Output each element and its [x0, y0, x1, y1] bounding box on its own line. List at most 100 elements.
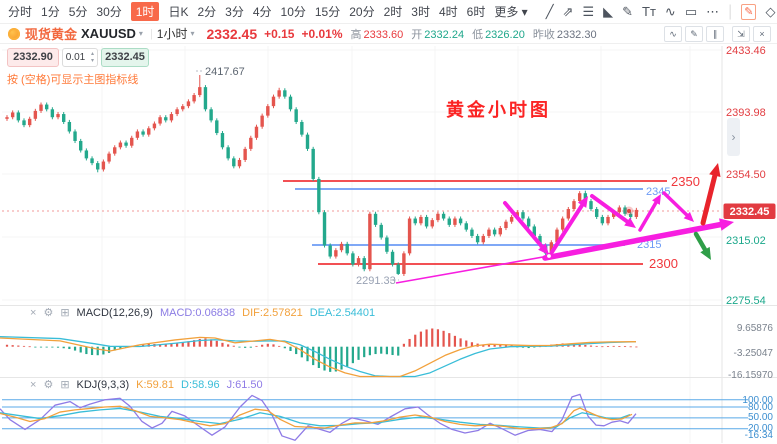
text-tool-icon[interactable]: Tт — [642, 3, 656, 19]
macd-settings-icon[interactable]: ⚙ — [43, 307, 54, 319]
svg-text:2300: 2300 — [649, 256, 678, 271]
macd-close-icon[interactable]: × — [30, 306, 37, 319]
svg-text:20.00: 20.00 — [748, 423, 773, 434]
timeframe-1时[interactable]: 1时 — [130, 2, 160, 21]
horizontal-lines-icon[interactable]: ☰ — [582, 3, 595, 19]
timeframe-2分[interactable]: 2分 — [197, 5, 217, 19]
stat-value: 2333.60 — [363, 28, 404, 41]
stat-key: 低 — [472, 28, 484, 41]
stat-key: 高 — [350, 28, 362, 41]
drawing-toolbar: ╱⇗☰◣✎Tт∿▭⋯|✎◇∪⊓◎▥ — [537, 3, 777, 21]
divider: | — [149, 27, 153, 40]
toolbar-divider: | — [728, 2, 733, 20]
line-chart-icon[interactable]: ∿ — [664, 26, 682, 42]
step-up-icon[interactable]: ▴ — [90, 50, 94, 57]
interval-select[interactable]: 1小时 — [156, 27, 188, 41]
timeframe-3分[interactable]: 3分 — [225, 5, 244, 19]
step-down-icon[interactable]: ▾ — [90, 57, 94, 64]
macd-header: × ⚙ ⊞ MACD(12,26,9) MACD:0.06838 DIF:2.5… — [30, 306, 382, 320]
symbol-caret-icon[interactable]: ▾ — [138, 29, 143, 38]
macd-expand-icon[interactable]: ⊞ — [60, 307, 70, 319]
timeframe-10分[interactable]: 10分 — [280, 5, 306, 19]
dif-value: DIF:2.57821 — [242, 306, 303, 319]
kdj-settings-icon[interactable]: ⚙ — [43, 379, 54, 391]
ohlc-stats: 高 2333.60 开 2332.24 低 2326.20 昨收 2332.30 — [343, 25, 597, 43]
brush-icon[interactable]: ✎ — [622, 3, 633, 19]
more-shapes-icon[interactable]: ⋯ — [706, 3, 720, 19]
wave-icon[interactable]: ∿ — [664, 3, 676, 19]
timeframe-6时[interactable]: 6时 — [466, 5, 486, 19]
macd-pane: 9.65876 -3.25047 -16.15970 — [0, 323, 773, 381]
trendline-icon[interactable]: ╱ — [545, 3, 554, 19]
timeframe-日K[interactable]: 日K — [168, 5, 189, 19]
price-change-pct: +0.01% — [301, 26, 343, 41]
candles — [5, 74, 639, 277]
price-axis: 2433.46 2393.98 2354.50 2315.02 2275.54 2332.… — [723, 45, 776, 307]
last-price-pulse — [624, 206, 634, 216]
kdj-close-icon[interactable]: × — [30, 378, 37, 391]
interval-caret-icon[interactable]: ▾ — [190, 29, 195, 38]
svg-text:2354.50: 2354.50 — [726, 169, 766, 181]
step-input[interactable]: 0.01 ▴ ▾ — [62, 48, 98, 67]
timeframe-更多[interactable]: 更多 ▾ — [494, 5, 528, 19]
eraser-icon[interactable]: ◇ — [765, 3, 776, 19]
kdj-expand-icon[interactable]: ⊞ — [60, 379, 70, 391]
stat-value: 2332.24 — [424, 28, 465, 41]
timeframe-5分[interactable]: 5分 — [68, 5, 88, 19]
last-price: 2332.45 — [206, 25, 258, 42]
svg-text:2332.45: 2332.45 — [730, 206, 770, 218]
timeframe-分时[interactable]: 分时 — [8, 5, 33, 19]
svg-text:2275.54: 2275.54 — [726, 295, 766, 307]
close-chart-icon[interactable]: × — [753, 26, 771, 42]
symbol-name[interactable]: 现货黄金 — [25, 27, 78, 42]
axis-collapse-handle[interactable]: › — [727, 118, 740, 156]
step-arrows[interactable]: ▴ ▾ — [88, 51, 97, 65]
timeframe-4时[interactable]: 4时 — [438, 5, 458, 19]
svg-text:2291.33: 2291.33 — [356, 275, 396, 287]
stat-value: 2326.20 — [485, 28, 525, 41]
macd-value: MACD:0.06838 — [159, 306, 236, 319]
rectangle-icon[interactable]: ▭ — [684, 3, 698, 19]
k-value: K:59.81 — [136, 378, 175, 391]
buy-price-box[interactable]: 2332.45 — [101, 48, 149, 67]
timeframe-list: 分时 1分 5分 30分 1时 日K 2分 3分 4分 10分 15分 20分 2时 3时 4时 6时 更多 ▾ — [8, 2, 537, 21]
svg-text:9.65876: 9.65876 — [737, 323, 774, 334]
chart-view-buttons: ∿ ✎ ∥ ⇲ × — [661, 26, 771, 42]
svg-text:2315.02: 2315.02 — [726, 235, 766, 247]
svg-text:-3.25047: -3.25047 — [734, 348, 774, 359]
symbol-code[interactable]: XAUUSD — [81, 26, 136, 41]
chart-area: 2350 2345 2315 2300 2417.67 2291.33 2433.46 239… — [0, 44, 777, 444]
swing-labels: 2417.67 2291.33 — [196, 66, 399, 287]
sell-price-box[interactable]: 2332.90 — [7, 48, 59, 67]
d-value: D:58.96 — [181, 378, 220, 391]
annotation-arrows — [395, 163, 734, 284]
arrow-line-icon[interactable]: ⇗ — [562, 3, 574, 19]
svg-text:2393.98: 2393.98 — [726, 107, 766, 119]
fullscreen-icon[interactable]: ⇲ — [732, 26, 750, 42]
candlestick-icon[interactable]: ∥ — [706, 26, 724, 42]
timeframe-toolbar: 分时 1分 5分 30分 1时 日K 2分 3分 4分 10分 15分 20分 2时 3时 4时 6时 更多 ▾… — [0, 0, 777, 24]
edit-mode-icon[interactable]: ✎ — [741, 3, 757, 20]
timeframe-4分[interactable]: 4分 — [252, 5, 272, 19]
timeframe-3时[interactable]: 3时 — [411, 5, 430, 19]
step-value: 0.01 — [65, 52, 86, 63]
timeframe-1分[interactable]: 1分 — [41, 5, 60, 19]
timeframe-30分[interactable]: 30分 — [96, 5, 122, 19]
gann-fan-icon[interactable]: ◣ — [603, 3, 614, 19]
keyboard-hint: 按 (空格)可显示主图指标线 — [7, 74, 139, 86]
timeframe-20分[interactable]: 20分 — [349, 5, 375, 19]
timeframe-15分[interactable]: 15分 — [314, 5, 341, 19]
draw-chart-icon[interactable]: ✎ — [685, 26, 703, 42]
symbol-bar: 现货黄金 XAUUSD ▾ | 1小时 ▾ 2332.45 +0.15 +0.0… — [0, 24, 777, 44]
macd-name: MACD(12,26,9) — [76, 306, 153, 319]
svg-text:100.00: 100.00 — [742, 395, 773, 406]
stat-key: 开 — [411, 28, 423, 41]
svg-text:2417.67: 2417.67 — [205, 66, 245, 78]
svg-text:-16.34: -16.34 — [745, 430, 774, 441]
price-change: +0.15 — [264, 26, 295, 41]
timeframe-2时[interactable]: 2时 — [383, 5, 403, 19]
svg-text:2433.46: 2433.46 — [726, 45, 766, 57]
